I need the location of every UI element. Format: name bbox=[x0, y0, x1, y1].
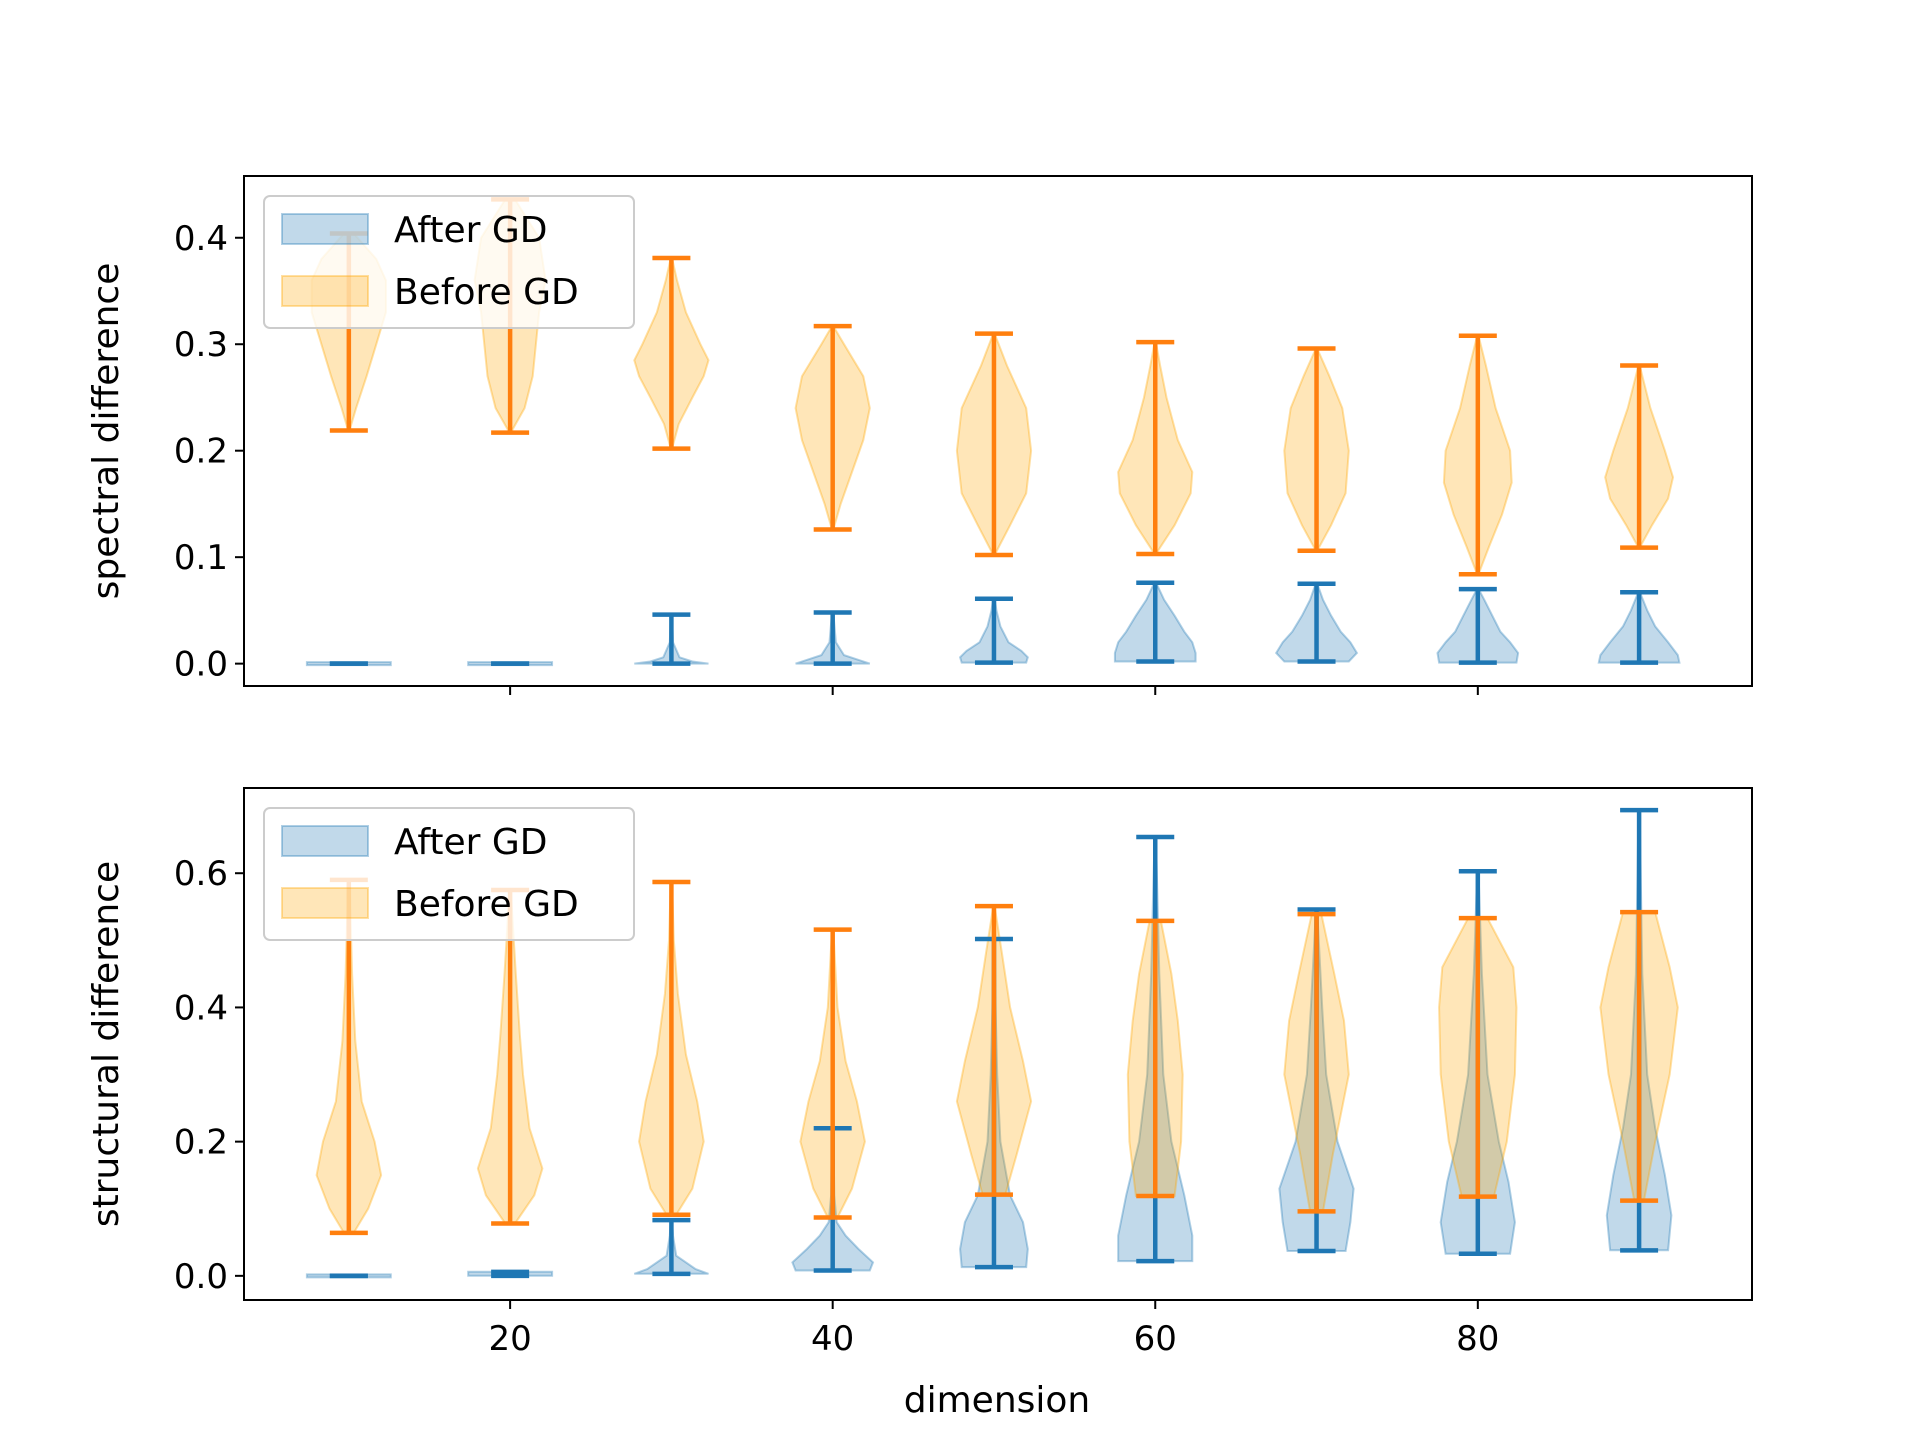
x-tick-label: 40 bbox=[811, 1319, 854, 1359]
legend-box bbox=[263, 195, 635, 329]
legend-swatch-after bbox=[281, 213, 369, 245]
legend-swatch-after bbox=[281, 825, 369, 857]
y-tick-label: 0.2 bbox=[174, 1123, 228, 1163]
y-tick-label: 0.0 bbox=[174, 1257, 228, 1297]
x-tick-label: 20 bbox=[488, 1319, 531, 1359]
legend-label-before: Before GD bbox=[394, 884, 579, 925]
x-tick-label: 80 bbox=[1456, 1319, 1499, 1359]
x-tick-label: 60 bbox=[1134, 1319, 1177, 1359]
y-axis-label: structural difference bbox=[86, 861, 127, 1227]
legend-label-before: Before GD bbox=[394, 272, 579, 313]
y-tick-label: 0.3 bbox=[174, 325, 228, 365]
spectral-difference-panel: 0.0 0.1 0.2 0.3 0.4 spectral difference After … bbox=[86, 175, 1753, 695]
legend-label-after: After GD bbox=[394, 822, 548, 863]
axes-frame bbox=[243, 787, 1753, 1301]
legend-swatch-before bbox=[281, 887, 369, 919]
x-axis-label: dimension bbox=[904, 1380, 1091, 1421]
legend-box bbox=[263, 807, 635, 941]
y-tick-label: 0.2 bbox=[174, 432, 228, 472]
axes-frame bbox=[243, 175, 1753, 687]
y-tick-label: 0.4 bbox=[174, 988, 228, 1028]
legend-swatch-before bbox=[281, 275, 369, 307]
y-tick-label: 0.4 bbox=[174, 219, 228, 259]
y-tick-label: 0.0 bbox=[174, 645, 228, 685]
y-tick-label: 0.6 bbox=[174, 854, 228, 894]
y-axis-label: spectral difference bbox=[86, 263, 127, 600]
structural-difference-panel: 0.0 0.2 0.4 0.6 20 40 60 80 structural differenc… bbox=[86, 787, 1753, 1359]
y-tick-label: 0.1 bbox=[174, 538, 228, 578]
legend-label-after: After GD bbox=[394, 210, 548, 251]
